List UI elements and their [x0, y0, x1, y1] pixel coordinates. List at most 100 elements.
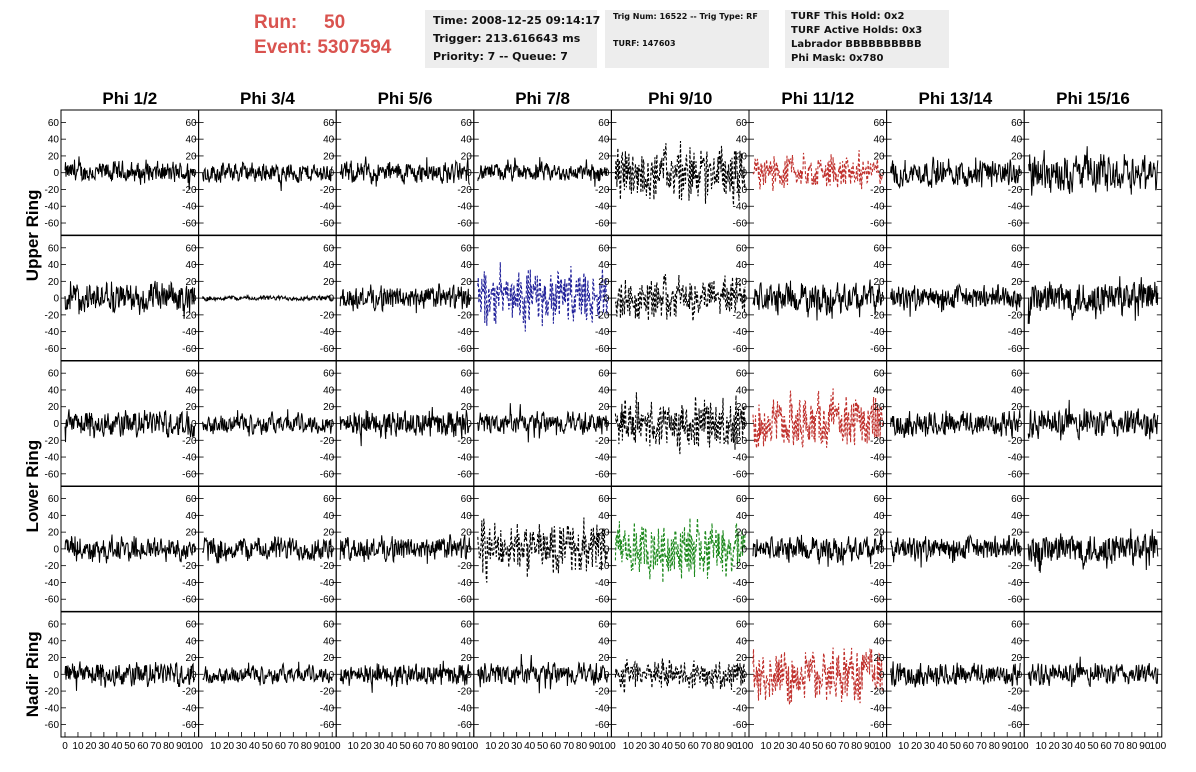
y-tick-label: -60	[1008, 344, 1023, 355]
y-tick-label: 60	[873, 118, 885, 129]
y-tick-label: 20	[598, 277, 610, 288]
column-title: Phi 3/4	[240, 89, 295, 108]
phi-mask-text: Phi Mask: 0x780	[791, 53, 884, 64]
y-tick-label: 40	[1011, 260, 1023, 271]
y-tick-label: -40	[182, 327, 197, 338]
y-tick-label: 20	[48, 277, 60, 288]
waveform-trace	[64, 534, 196, 564]
y-tick-label: 20	[48, 653, 60, 664]
y-tick-label: -60	[45, 469, 60, 480]
waveform-trace	[890, 661, 1021, 688]
y-tick-label: -60	[733, 344, 748, 355]
waveform-panel	[60, 485, 200, 613]
column-title: Phi 13/14	[919, 89, 993, 108]
y-tick-label: -60	[457, 469, 472, 480]
waveform-trace	[890, 410, 1021, 439]
y-tick-label: 40	[598, 636, 610, 647]
y-tick-label: -60	[595, 720, 610, 731]
y-tick-label: 20	[598, 528, 610, 539]
y-tick-label: 60	[1011, 243, 1023, 254]
column-title: Phi 1/2	[102, 89, 157, 108]
waveform-panel	[60, 611, 200, 738]
y-tick-label: 20	[598, 151, 610, 162]
x-tick-label: 40	[937, 741, 949, 752]
y-tick-label: 20	[323, 528, 335, 539]
y-tick-label: -40	[45, 578, 60, 589]
y-tick-label: 20	[185, 151, 197, 162]
y-tick-label: -60	[182, 469, 197, 480]
turf-hold-info-box: TURF This Hold: 0x2 TURF Active Holds: 0…	[785, 10, 949, 68]
x-tick-label: 100	[461, 741, 478, 752]
x-tick-label: 50	[124, 741, 136, 752]
trigger-text: Trigger: 213.616643 ms	[433, 32, 581, 45]
trig-text: Trig Num: 16522 -- Trig Type: RF	[613, 12, 758, 21]
x-tick-label: 70	[701, 741, 713, 752]
y-tick-label: 40	[48, 260, 60, 271]
y-tick-label: -40	[320, 703, 335, 714]
labrador-text: Labrador BBBBBBBBBB	[791, 39, 922, 50]
x-tick-label: 40	[111, 741, 123, 752]
y-tick-label: -40	[1008, 578, 1023, 589]
y-tick-label: -20	[457, 561, 472, 572]
trig-num-info-box: Trig Num: 16522 -- Trig Type: RF TURF: 1…	[605, 10, 769, 68]
y-tick-label: -20	[595, 310, 610, 321]
x-tick-label: 80	[576, 741, 588, 752]
y-tick-label: 0	[53, 544, 59, 555]
y-tick-label: -20	[320, 436, 335, 447]
y-tick-label: -60	[870, 720, 885, 731]
y-tick-label: 40	[873, 260, 885, 271]
column-title: Phi 11/12	[781, 89, 854, 108]
x-tick-label: 50	[399, 741, 411, 752]
y-tick-label: -40	[595, 703, 610, 714]
y-tick-label: 20	[873, 653, 885, 664]
y-tick-label: -20	[733, 687, 748, 698]
y-tick-label: -20	[182, 436, 197, 447]
x-tick-label: 20	[498, 741, 510, 752]
row-group-label: Lower Ring	[23, 440, 42, 533]
y-tick-label: 40	[461, 636, 473, 647]
y-tick-label: -20	[733, 561, 748, 572]
y-tick-label: -60	[320, 720, 335, 731]
column-title: Phi 7/8	[515, 89, 570, 108]
column-title: Phi 15/16	[1056, 89, 1130, 108]
y-tick-label: 0	[741, 168, 747, 179]
waveform-trace	[752, 647, 884, 707]
y-tick-label: -40	[457, 703, 472, 714]
waveform-trace	[339, 406, 471, 447]
y-tick-label: -60	[733, 595, 748, 606]
waveform-trace	[202, 661, 333, 686]
y-tick-label: -60	[595, 469, 610, 480]
x-tick-label: 100	[186, 741, 203, 752]
y-tick-label: 20	[461, 402, 473, 413]
x-tick-label: 40	[524, 741, 536, 752]
y-tick-label: 0	[1017, 419, 1023, 430]
y-tick-label: 60	[323, 243, 335, 254]
y-tick-label: -60	[320, 219, 335, 230]
row-group-label: Nadir Ring	[23, 631, 42, 717]
y-tick-label: 60	[323, 494, 335, 505]
y-tick-label: 20	[736, 653, 748, 664]
y-tick-label: -20	[595, 561, 610, 572]
y-tick-label: -20	[1008, 436, 1023, 447]
y-tick-label: -40	[182, 578, 197, 589]
waveform-trace	[752, 279, 884, 321]
y-tick-label: -60	[457, 595, 472, 606]
y-tick-label: -40	[45, 327, 60, 338]
y-tick-label: -40	[870, 327, 885, 338]
y-tick-label: -20	[1008, 185, 1023, 196]
y-tick-label: 60	[873, 494, 885, 505]
x-tick-label: 60	[825, 741, 837, 752]
y-tick-label: 20	[1011, 402, 1023, 413]
y-tick-label: -20	[733, 310, 748, 321]
x-tick-label: 100	[874, 741, 891, 752]
y-tick-label: 40	[48, 135, 60, 146]
y-tick-label: -60	[457, 219, 472, 230]
y-tick-label: -60	[457, 344, 472, 355]
y-tick-label: 60	[1011, 494, 1023, 505]
y-tick-label: 20	[873, 277, 885, 288]
y-tick-label: -20	[457, 687, 472, 698]
y-tick-label: 0	[879, 544, 885, 555]
y-tick-label: -40	[733, 327, 748, 338]
y-tick-label: 40	[1011, 636, 1023, 647]
waveform-trace	[202, 409, 333, 437]
